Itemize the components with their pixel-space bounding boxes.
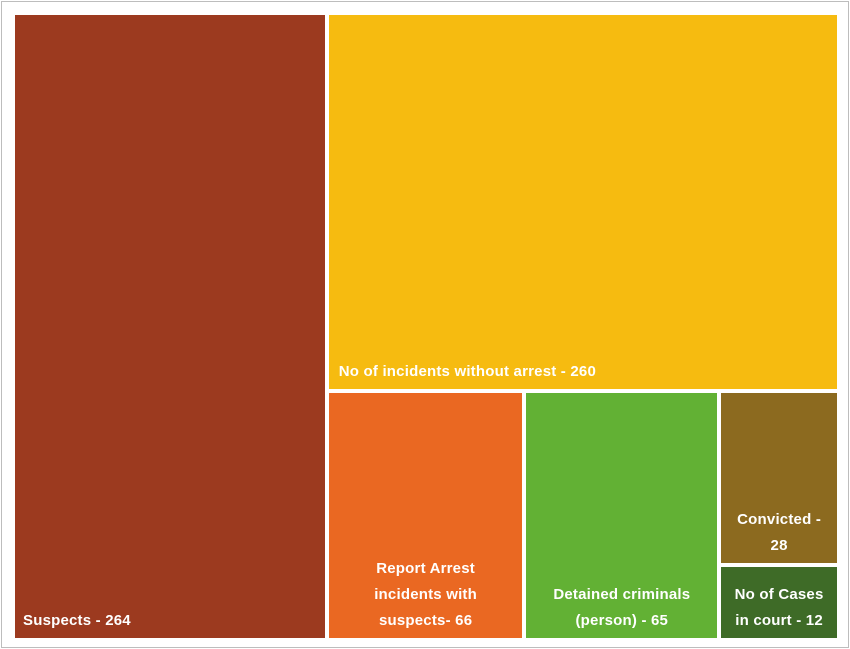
tile-cases-in-court-label: No of Cases in court - 12: [734, 585, 824, 629]
tile-incidents-without-arrest-label: No of incidents without arrest - 260: [338, 363, 596, 381]
tile-incidents-without-arrest: No of incidents without arrest - 260: [326, 13, 839, 392]
tile-cases-in-court: No of Cases in court - 12: [719, 565, 839, 640]
tile-suspects: Suspects - 264: [13, 13, 327, 640]
treemap-chart: Suspects - 264 No of incidents without ar…: [13, 13, 839, 640]
tile-report-arrest-incidents: Report Arrest incidents with suspects- 6…: [326, 391, 525, 640]
tile-convicted: Convicted - 28: [719, 391, 839, 566]
tile-convicted-label: Convicted - 28: [737, 511, 822, 555]
tile-detained-criminals-label: Detained criminals (person) - 65: [553, 585, 691, 629]
tile-report-arrest-incidents-label: Report Arrest incidents with suspects- 6…: [374, 559, 477, 629]
tile-detained-criminals: Detained criminals (person) - 65: [524, 391, 720, 640]
tile-suspects-label: Suspects - 264: [23, 612, 131, 629]
